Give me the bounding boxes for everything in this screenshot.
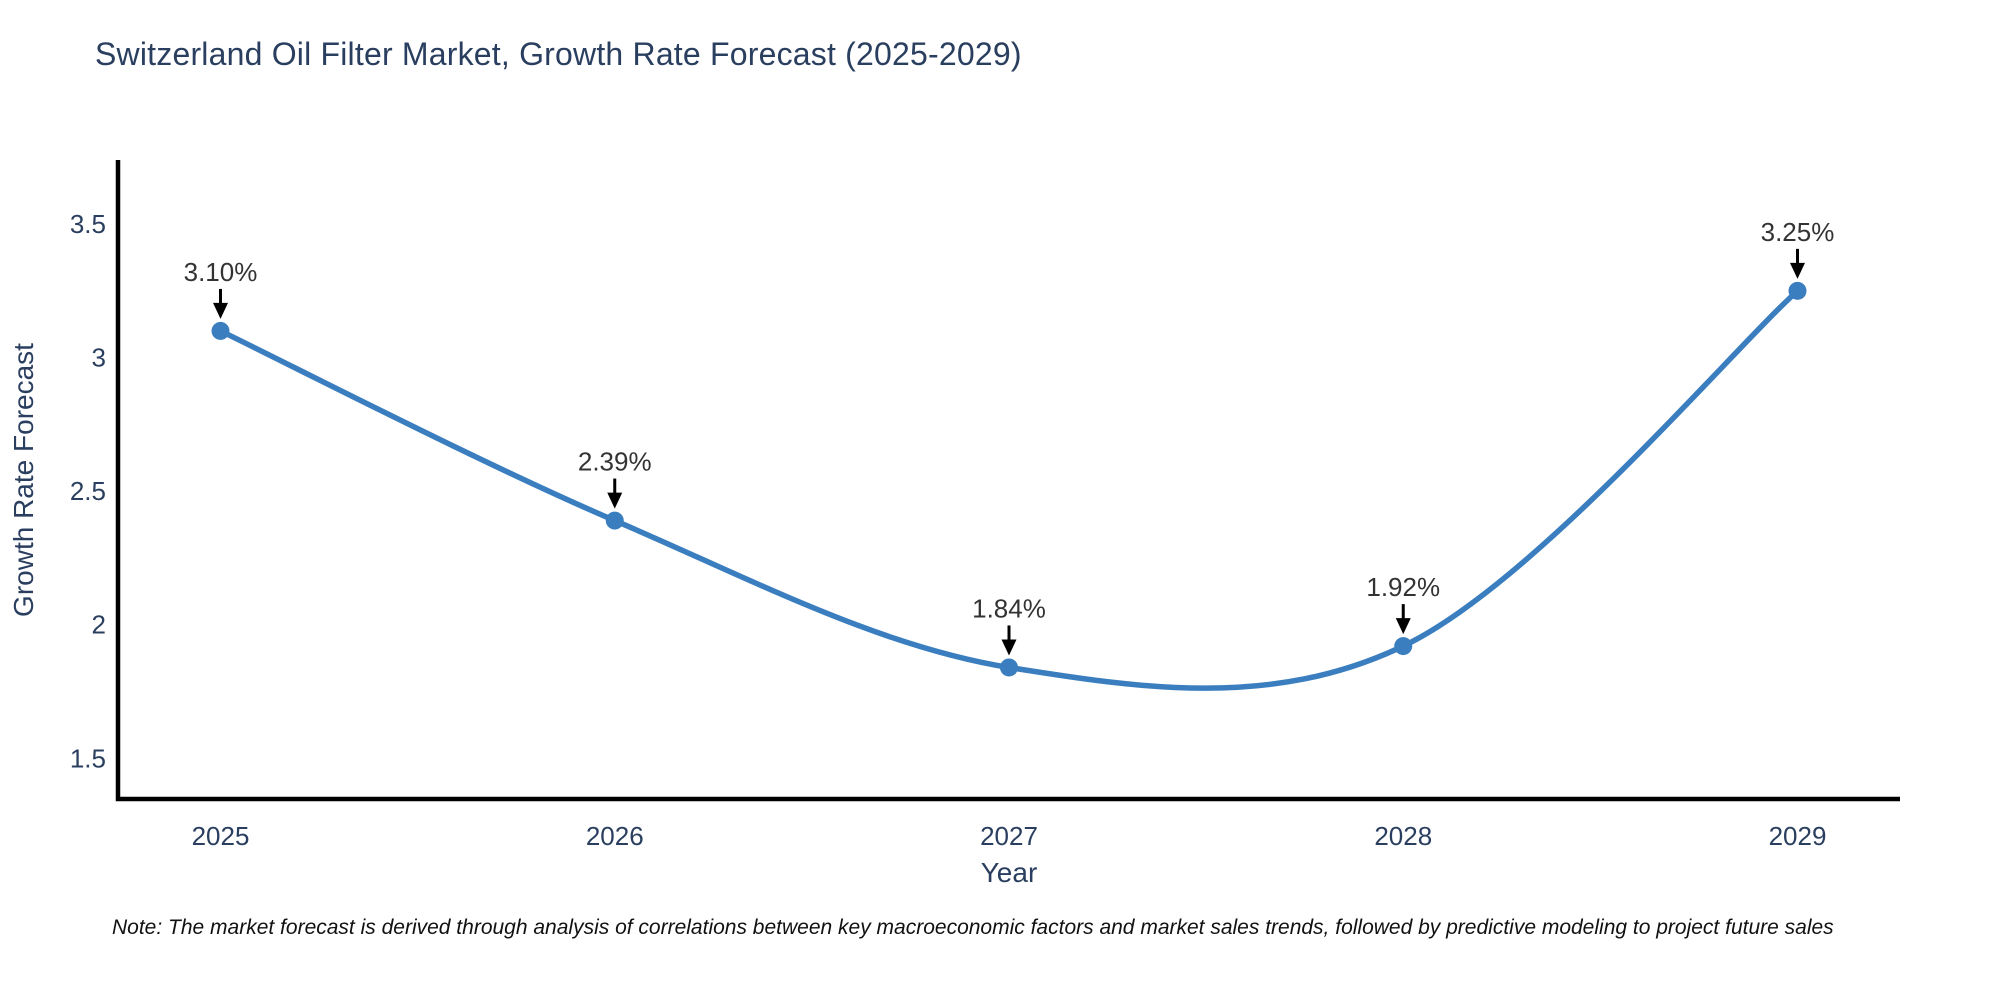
annotation-label: 1.92%	[1366, 572, 1440, 602]
y-tick-labels: 1.5 2 2.5 3 3.5	[70, 209, 106, 773]
data-point-marker	[605, 511, 624, 530]
x-tick-label: 2029	[1769, 821, 1827, 851]
y-tick-label: 2	[92, 610, 106, 640]
annotations: 3.10% 2.39% 1.84% 1.92% 3.25%	[184, 217, 1835, 656]
curve-path	[217, 288, 1801, 691]
annotation-label: 1.84%	[972, 593, 1046, 623]
annotation-arrowhead	[213, 302, 229, 319]
y-tick-label: 2.5	[70, 476, 106, 506]
data-point-marker	[1000, 658, 1018, 677]
y-tick-label: 3	[92, 343, 106, 373]
footnote: Note: The market forecast is derived thr…	[112, 916, 1834, 939]
data-point-markers	[211, 281, 1807, 677]
x-tick-label: 2025	[192, 821, 250, 851]
annotation-label: 2.39%	[578, 447, 652, 477]
series-curve	[217, 288, 1801, 691]
x-tick-label: 2027	[980, 821, 1038, 851]
data-point-marker	[1394, 637, 1413, 656]
axis-spine	[115, 160, 1900, 802]
y-tick-label: 1.5	[70, 743, 106, 773]
annotation-arrowhead	[607, 492, 623, 509]
x-tick-label: 2028	[1374, 821, 1432, 851]
y-tick-label: 3.5	[70, 209, 106, 239]
x-axis-title: Year	[981, 857, 1038, 888]
annotation-label: 3.25%	[1761, 217, 1835, 247]
annotation-arrowhead	[1395, 618, 1411, 635]
annotation-arrowhead	[1789, 262, 1805, 279]
chart-title: Switzerland Oil Filter Market, Growth Ra…	[95, 36, 1022, 72]
y-axis-title: Growth Rate Forecast	[8, 343, 39, 617]
data-point-marker	[1788, 281, 1807, 300]
annotation-label: 3.10%	[184, 257, 258, 287]
annotation-arrowhead	[1001, 639, 1017, 656]
x-tick-label: 2026	[586, 821, 644, 851]
data-point-marker	[211, 321, 230, 340]
x-tick-labels: 2025 2026 2027 2028 2029	[192, 821, 1827, 851]
